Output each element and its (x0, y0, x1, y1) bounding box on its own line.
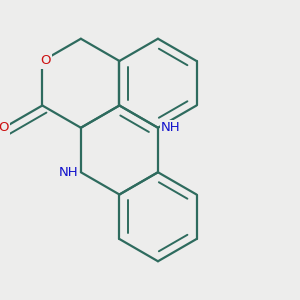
Text: NH: NH (58, 166, 78, 179)
Text: NH: NH (161, 121, 181, 134)
Text: O: O (40, 55, 50, 68)
Text: O: O (0, 121, 9, 134)
